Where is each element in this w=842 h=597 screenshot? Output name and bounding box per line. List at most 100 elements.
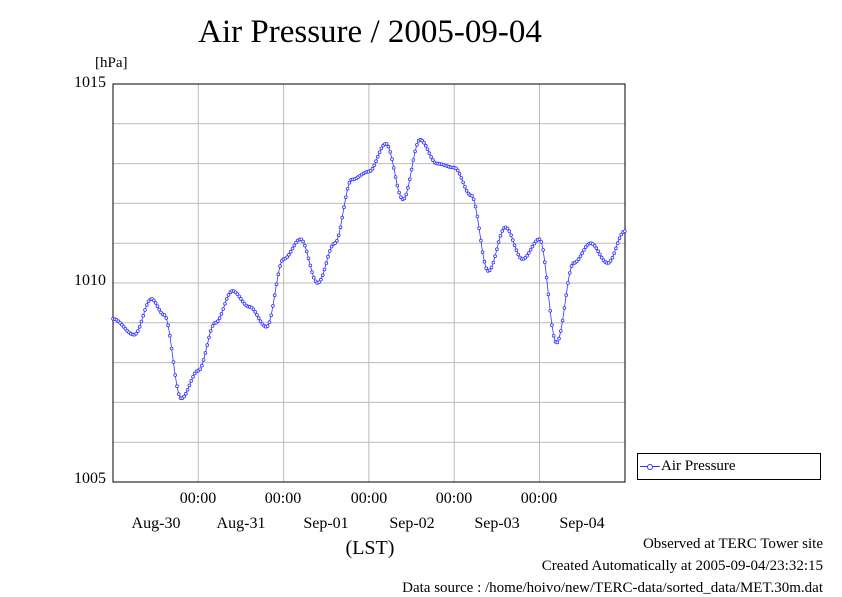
data-point [219, 312, 224, 316]
data-point [319, 277, 323, 282]
y-tick-label: 1010 [74, 272, 106, 289]
data-point [470, 194, 474, 198]
data-point [311, 275, 316, 280]
data-point [612, 251, 616, 256]
data-point [278, 264, 282, 268]
data-point [287, 252, 291, 257]
data-point [457, 172, 462, 176]
y-axis-unit: [hPa] [95, 55, 128, 71]
created-note: Created Automatically at 2005-09-04/23:3… [541, 558, 823, 574]
data-point [578, 254, 583, 259]
data-point [184, 391, 188, 396]
data-point [239, 297, 243, 301]
data-point [544, 275, 549, 280]
data-point [530, 244, 535, 249]
data-point [276, 272, 281, 277]
data-point [320, 273, 325, 278]
data-point [525, 253, 529, 258]
data-point [569, 264, 574, 268]
data-point [285, 255, 290, 259]
data-point [491, 260, 496, 265]
data-point [566, 281, 570, 285]
data-point [402, 196, 407, 201]
data-point [541, 248, 545, 252]
data-point [375, 154, 380, 159]
x-time-tick: 00:00 [350, 490, 388, 507]
data-point [166, 323, 170, 328]
data-point [580, 251, 584, 256]
data-point [516, 252, 520, 257]
data-point [168, 333, 172, 338]
data-point [187, 383, 192, 388]
data-point [614, 246, 618, 251]
data-point [271, 304, 275, 308]
data-point [475, 214, 480, 219]
data-point [425, 147, 430, 152]
data-point [562, 306, 567, 310]
data-point [391, 166, 396, 170]
data-point [189, 379, 194, 383]
data-point [216, 319, 220, 324]
data-point [370, 166, 375, 171]
data-point [173, 373, 178, 377]
data-point [576, 257, 581, 262]
data-point [256, 316, 261, 320]
data-point [162, 313, 167, 317]
plot-frame [112, 83, 626, 483]
data-point [137, 324, 142, 329]
data-point [473, 204, 478, 209]
data-point [210, 324, 215, 328]
data-point [171, 360, 176, 364]
data-point [592, 243, 597, 248]
data-point [338, 225, 343, 230]
data-point [500, 229, 505, 233]
data-point [395, 183, 400, 188]
data-point [329, 244, 334, 249]
chart-title: Air Pressure / 2005-09-04 [198, 14, 542, 50]
data-point [203, 351, 208, 355]
data-point [454, 166, 458, 171]
data-point [388, 150, 393, 154]
data-point [615, 241, 620, 245]
data-point [326, 254, 330, 259]
data-point [143, 308, 147, 312]
data-point [509, 233, 513, 238]
data-point [205, 343, 210, 347]
data-point [557, 336, 561, 341]
data-point [507, 229, 512, 234]
data-point [407, 177, 412, 182]
data-point [526, 251, 531, 255]
data-point [217, 316, 222, 320]
data-point [157, 307, 162, 312]
data-point [574, 259, 579, 264]
data-point [480, 250, 485, 255]
x-date-label: Sep-04 [559, 515, 605, 532]
data-point [324, 261, 329, 265]
data-point [386, 144, 391, 149]
y-tick-label: 1005 [74, 470, 106, 487]
data-point [622, 229, 627, 234]
data-point [145, 303, 149, 307]
data-point [459, 176, 464, 180]
data-point [463, 185, 467, 189]
data-point [221, 307, 226, 311]
data-point [482, 259, 487, 264]
x-date-label: Sep-01 [303, 515, 349, 532]
data-point [610, 255, 615, 260]
data-point [345, 187, 350, 191]
data-point [258, 319, 263, 324]
data-point [182, 394, 186, 399]
data-point [464, 188, 469, 193]
data-point [267, 320, 272, 325]
data-point [608, 259, 613, 263]
y-tick-label: 1015 [74, 74, 106, 91]
data-point [374, 159, 378, 164]
x-time-tick: 00:00 [264, 490, 302, 507]
data-point [542, 260, 547, 265]
data-point [413, 149, 417, 154]
data-point [274, 282, 279, 287]
data-point [582, 248, 586, 252]
data-point [308, 263, 313, 268]
data-point [237, 294, 242, 299]
